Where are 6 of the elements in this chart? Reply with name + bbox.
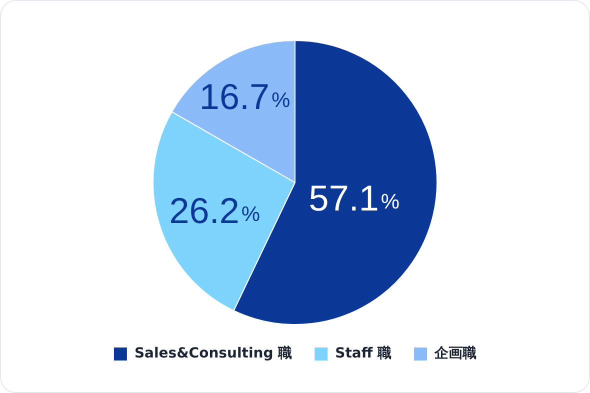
legend-label: 企画職 bbox=[434, 344, 477, 362]
data-label: 16.7% bbox=[199, 76, 290, 118]
data-label: 26.2% bbox=[169, 190, 260, 231]
data-label: 57.1% bbox=[308, 178, 400, 219]
legend-label: Staff 職 bbox=[335, 344, 392, 362]
legend-label: Sales&Consulting 職 bbox=[134, 344, 292, 362]
